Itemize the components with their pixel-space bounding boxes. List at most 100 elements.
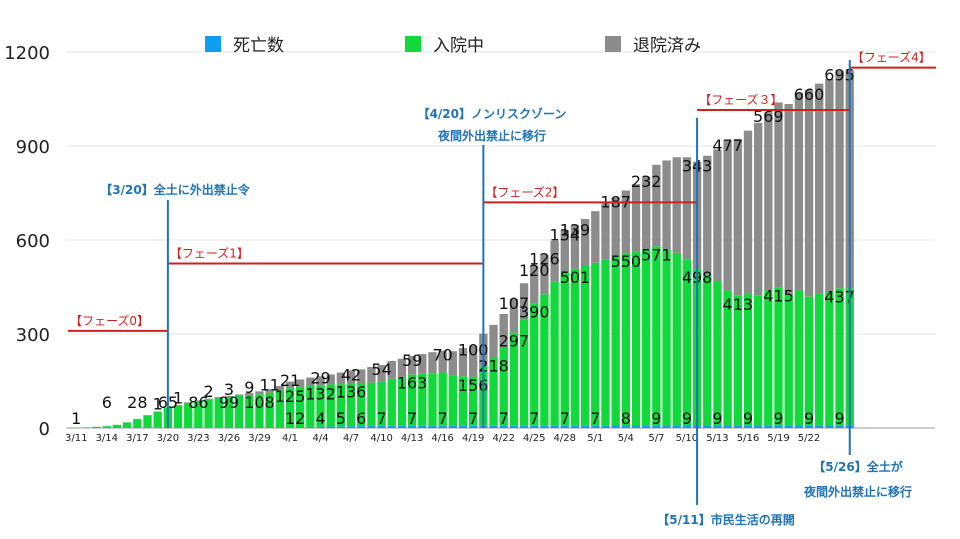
bar-segment — [835, 70, 844, 289]
event-label: 【5/26】全土が — [813, 459, 902, 474]
bar-segment — [560, 425, 569, 428]
bar-segment — [469, 376, 478, 426]
bar-segment — [418, 373, 427, 426]
bar-segment — [642, 177, 651, 250]
x-tick-label: 5/13 — [706, 433, 728, 444]
bar-segment — [346, 370, 356, 384]
data-label: 9 — [682, 409, 692, 428]
data-label: 1 — [173, 388, 183, 407]
x-tick-label: 4/22 — [492, 433, 514, 444]
bar-segment — [794, 425, 804, 428]
bar-segment — [794, 290, 804, 426]
x-tick-label: 5/7 — [648, 433, 664, 444]
bar-segment — [723, 290, 732, 426]
bar-segment — [723, 140, 732, 291]
bar-segment — [306, 426, 315, 428]
data-label: 70 — [432, 346, 452, 365]
data-label: 7 — [560, 409, 570, 428]
data-label: 9 — [804, 409, 814, 428]
bar-segment — [774, 425, 783, 428]
event-label: 【4/20】ノンリスクゾーン — [418, 106, 567, 121]
x-tick-label: 3/29 — [248, 433, 270, 444]
bar-segment — [652, 164, 661, 247]
bar-segment — [784, 295, 793, 426]
bar-segment — [397, 358, 407, 378]
bar-segment — [540, 425, 549, 428]
phase-label: 【フェーズ３】 — [699, 92, 782, 107]
bar-segment — [601, 203, 610, 260]
data-label: 132 — [305, 384, 336, 403]
bar-segment — [397, 425, 407, 428]
bar-segment — [316, 385, 325, 427]
bar-segment — [458, 348, 468, 377]
bar-segment — [601, 425, 610, 428]
bar-segment — [743, 293, 753, 426]
data-label: 9 — [773, 409, 783, 428]
bar-segment — [682, 157, 692, 260]
bar-segment — [214, 397, 223, 428]
bar-segment — [621, 253, 631, 426]
y-tick-label: 300 — [16, 325, 50, 346]
data-label: 136 — [336, 383, 367, 402]
bar-segment — [336, 372, 346, 385]
data-label: 415 — [763, 286, 794, 305]
bar-segment — [173, 405, 183, 428]
x-tick-label: 4/4 — [312, 433, 328, 444]
bar-segment — [662, 425, 671, 428]
legend-swatch — [405, 36, 421, 52]
bar-segment — [764, 425, 773, 428]
bar-segment — [367, 425, 376, 428]
bar-segment — [530, 303, 539, 426]
bar-segment — [804, 425, 814, 428]
bar-segment — [713, 281, 722, 426]
data-label: 6 — [356, 409, 366, 428]
y-tick-label: 0 — [39, 419, 50, 440]
data-label: 156 — [458, 376, 489, 395]
bar-segment — [285, 381, 295, 389]
bar-segment — [672, 252, 681, 426]
bar-segment — [336, 384, 346, 427]
bar-segment — [733, 425, 742, 428]
bar-segment — [184, 402, 193, 428]
bar-segment — [346, 426, 356, 428]
bar-segment — [367, 366, 376, 383]
bar-segment — [255, 391, 264, 395]
bar-segment — [764, 112, 773, 291]
bar-segment — [682, 259, 692, 426]
x-tick-label: 4/13 — [401, 433, 423, 444]
bar-segment — [296, 386, 305, 428]
bar-segment — [224, 396, 234, 397]
bar-segment — [316, 376, 325, 386]
x-tick-label: 4/1 — [282, 433, 298, 444]
bar-segment — [326, 384, 335, 427]
bar-segment — [143, 415, 152, 428]
data-label: 4 — [315, 409, 325, 428]
bar-segment — [530, 266, 539, 304]
bar-segment — [102, 426, 111, 428]
bar-segment — [672, 157, 681, 253]
bar-segment — [458, 425, 468, 428]
x-tick-label: 4/7 — [343, 433, 359, 444]
bar-segment — [784, 104, 793, 296]
bar-segment — [469, 425, 478, 428]
bar-segment — [275, 427, 284, 428]
bar-segment — [652, 425, 661, 428]
data-label: 297 — [499, 332, 530, 351]
data-label: 2 — [203, 382, 213, 401]
bar-segment — [428, 373, 437, 426]
data-label: 28 — [127, 393, 147, 412]
bar-segment — [703, 274, 712, 426]
bar-segment — [377, 381, 386, 426]
bar-segment — [550, 281, 559, 426]
x-tick-label: 3/17 — [126, 433, 148, 444]
bar-segment — [448, 351, 458, 376]
bar-segment — [336, 426, 346, 428]
data-label: 695 — [824, 65, 855, 84]
data-label: 218 — [478, 357, 509, 376]
phase-label: 【フェーズ2】 — [485, 184, 564, 199]
data-label: 134 — [550, 225, 581, 244]
bar-segment — [489, 425, 498, 428]
bar-segment — [550, 240, 559, 282]
bar-segment — [265, 389, 274, 393]
